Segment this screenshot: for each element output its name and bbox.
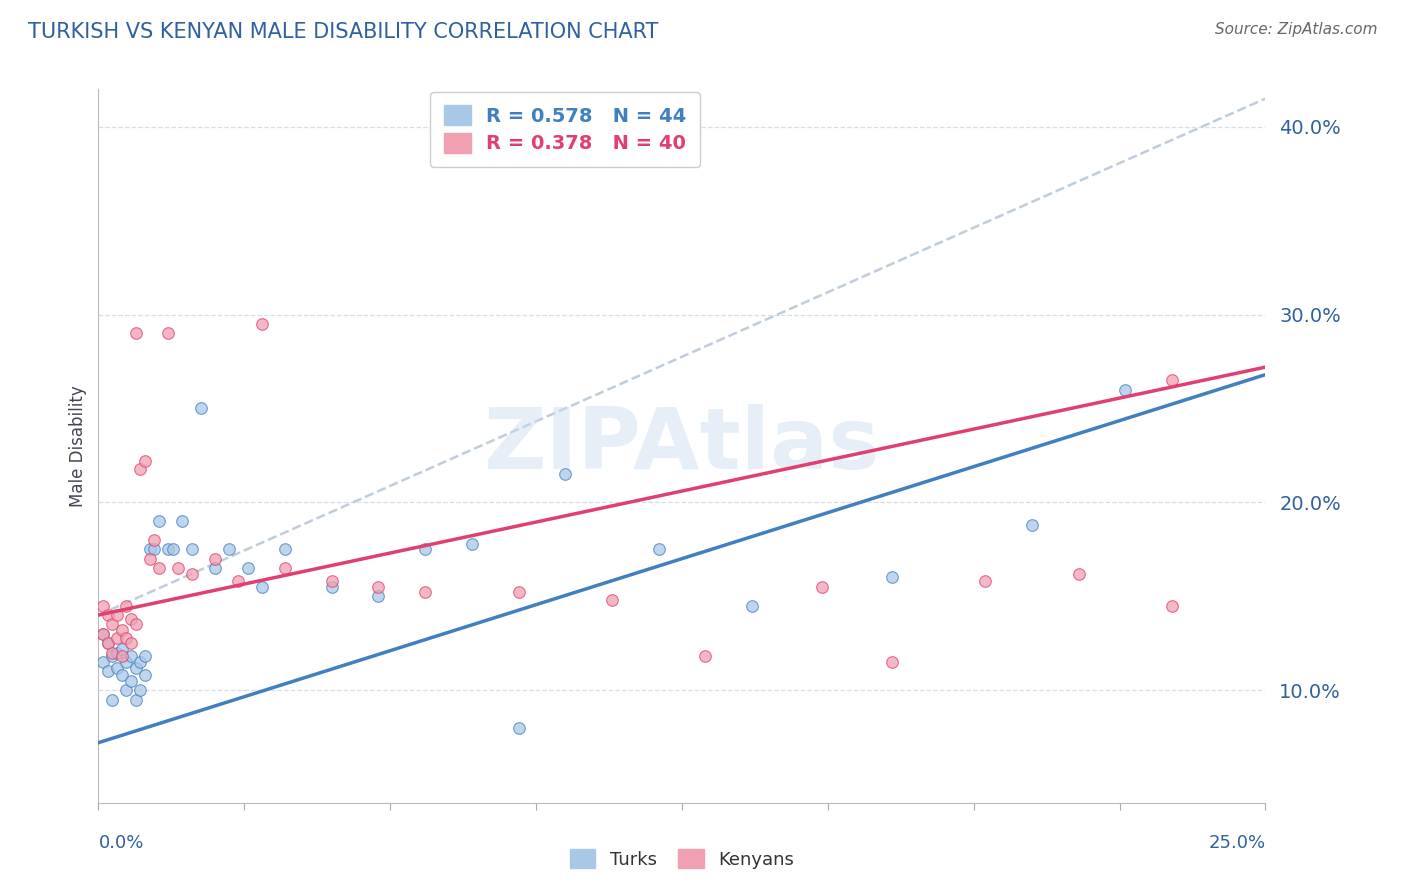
Point: [148, 561, 170, 575]
Point: [125, 326, 148, 341]
Point: [115, 599, 138, 613]
Point: [111, 649, 134, 664]
Point: [97, 636, 120, 650]
Point: [120, 612, 142, 626]
Point: [101, 617, 124, 632]
Point: [143, 542, 166, 557]
Point: [148, 514, 170, 528]
Point: [250, 580, 273, 594]
Point: [101, 692, 124, 706]
Point: [172, 514, 194, 528]
Text: ZIPAtlas: ZIPAtlas: [484, 404, 880, 488]
Point: [236, 561, 259, 575]
Point: [157, 326, 180, 341]
Point: [413, 585, 436, 599]
Point: [101, 646, 124, 660]
Point: [115, 683, 138, 698]
Point: [105, 660, 128, 674]
Point: [139, 551, 162, 566]
Point: [974, 574, 997, 589]
Point: [741, 599, 763, 613]
Point: [600, 593, 623, 607]
Point: [166, 561, 188, 575]
Point: [134, 454, 156, 468]
Point: [139, 542, 162, 557]
Point: [111, 623, 134, 637]
Point: [105, 607, 128, 622]
Point: [111, 668, 134, 682]
Point: [321, 574, 343, 589]
Point: [811, 580, 834, 594]
Point: [134, 668, 156, 682]
Point: [508, 585, 530, 599]
Point: [91, 655, 114, 669]
Point: [190, 401, 212, 416]
Text: TURKISH VS KENYAN MALE DISABILITY CORRELATION CHART: TURKISH VS KENYAN MALE DISABILITY CORREL…: [28, 22, 658, 42]
Point: [554, 467, 576, 482]
Point: [111, 641, 134, 656]
Point: [97, 607, 120, 622]
Point: [120, 649, 142, 664]
Point: [91, 627, 114, 641]
Point: [91, 627, 114, 641]
Point: [157, 542, 180, 557]
Point: [508, 721, 530, 735]
Point: [129, 655, 152, 669]
Point: [228, 574, 250, 589]
Point: [880, 570, 903, 584]
Point: [180, 542, 202, 557]
Point: [120, 636, 142, 650]
Point: [695, 649, 717, 664]
Point: [97, 636, 120, 650]
Y-axis label: Male Disability: Male Disability: [69, 385, 87, 507]
Point: [91, 599, 114, 613]
Legend: Turks, Kenyans: Turks, Kenyans: [562, 842, 801, 876]
Point: [274, 542, 297, 557]
Point: [129, 461, 152, 475]
Point: [880, 655, 903, 669]
Point: [250, 317, 273, 331]
Text: 25.0%: 25.0%: [1208, 834, 1265, 852]
Point: [647, 542, 669, 557]
Point: [125, 617, 148, 632]
Point: [129, 683, 152, 698]
Point: [218, 542, 240, 557]
Point: [180, 566, 202, 581]
Point: [101, 649, 124, 664]
Point: [120, 673, 142, 688]
Point: [105, 631, 128, 645]
Point: [105, 646, 128, 660]
Point: [461, 536, 484, 550]
Point: [1114, 383, 1136, 397]
Point: [162, 542, 184, 557]
Point: [367, 589, 389, 603]
Point: [125, 692, 148, 706]
Point: [143, 533, 166, 547]
Text: 0.0%: 0.0%: [98, 834, 143, 852]
Point: [1161, 373, 1184, 387]
Point: [115, 631, 138, 645]
Point: [204, 551, 226, 566]
Point: [125, 660, 148, 674]
Point: [134, 649, 156, 664]
Point: [1161, 599, 1184, 613]
Point: [367, 580, 389, 594]
Point: [97, 665, 120, 679]
Text: Source: ZipAtlas.com: Source: ZipAtlas.com: [1215, 22, 1378, 37]
Point: [321, 580, 343, 594]
Point: [204, 561, 226, 575]
Point: [1067, 566, 1090, 581]
Point: [274, 561, 297, 575]
Point: [413, 542, 436, 557]
Point: [115, 655, 138, 669]
Point: [1021, 517, 1043, 532]
